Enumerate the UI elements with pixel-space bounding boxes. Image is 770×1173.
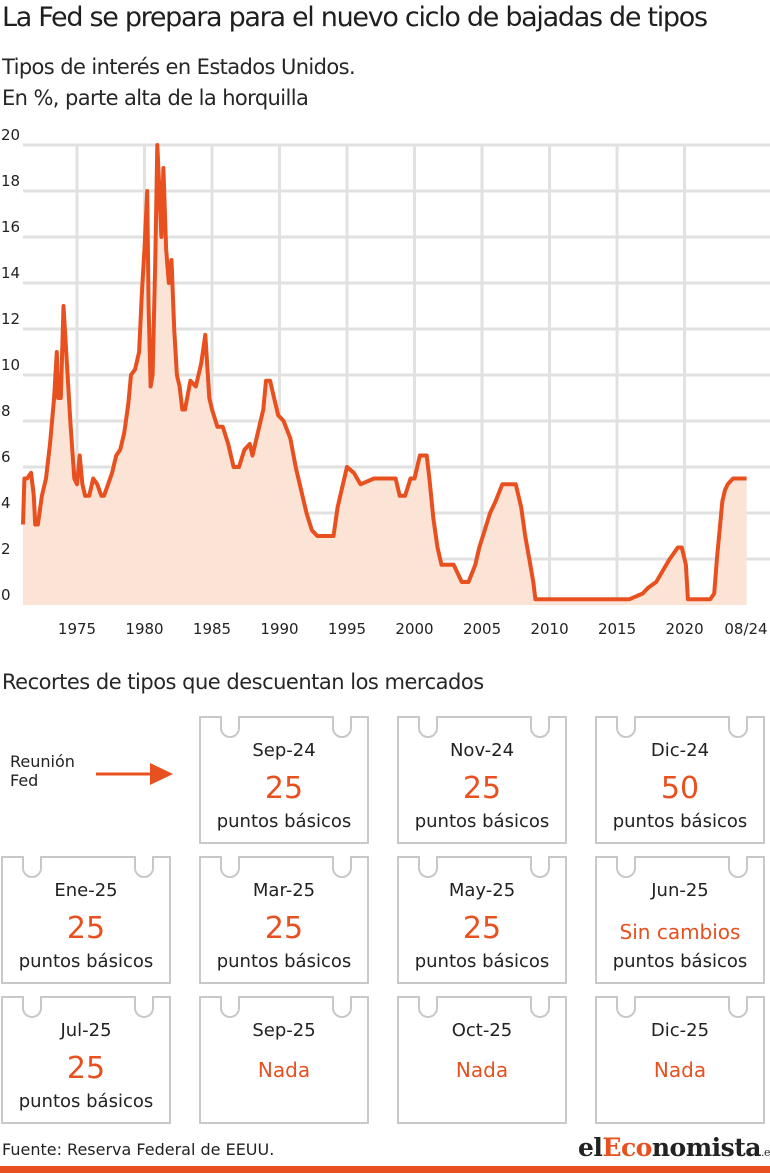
calendar-card: Dic-24 50 puntos básicos: [595, 716, 765, 844]
card-value: Nada: [653, 1058, 707, 1082]
y-tick-label: 6: [1, 448, 11, 466]
x-tick-label: 2010: [530, 620, 568, 638]
calendar-card: Ene-25 25 puntos básicos: [1, 856, 171, 984]
bottom-accent-bar: [0, 1166, 770, 1173]
rate-line: [21, 143, 747, 602]
y-tick-label: 8: [1, 402, 11, 420]
logo-part-tld: .es: [760, 1146, 770, 1159]
card-value: 25: [66, 1051, 106, 1086]
card-unit: puntos básicos: [216, 951, 352, 972]
card-month: Sep-24: [252, 740, 316, 761]
source-note: Fuente: Reserva Federal de EEUU.: [2, 1140, 275, 1159]
legend-label-line2: Fed: [10, 771, 39, 790]
rate-area: [23, 145, 747, 605]
card-value: 25: [264, 771, 304, 806]
y-tick-label: 18: [1, 172, 20, 190]
card-month: Jul-25: [60, 1020, 112, 1041]
card-value: Nada: [455, 1058, 509, 1082]
card-unit: puntos básicos: [414, 951, 550, 972]
section-title: Recortes de tipos que descuentan los mer…: [2, 670, 484, 694]
card-unit: puntos básicos: [216, 811, 352, 832]
calendar-card: May-25 25 puntos básicos: [397, 856, 567, 984]
calendar-card: Dic-25 Nada: [595, 996, 765, 1124]
card-month: Oct-25: [451, 1020, 513, 1041]
logo-part-nomista: nomista: [651, 1133, 762, 1162]
y-tick-label: 4: [1, 494, 11, 512]
logo-part-eco: Eco: [602, 1133, 652, 1162]
card-value: 25: [66, 911, 106, 946]
card-value: 50: [660, 771, 700, 806]
card-month: Mar-25: [252, 880, 316, 901]
y-tick-label: 16: [1, 218, 20, 236]
x-tick-label: 2020: [665, 620, 703, 638]
card-value: Sin cambios: [619, 920, 741, 944]
chart-subtitle: Tipos de interés en Estados Unidos.: [2, 55, 356, 79]
page-title: La Fed se prepara para el nuevo ciclo de…: [2, 2, 708, 33]
calendar-card: Mar-25 25 puntos básicos: [199, 856, 369, 984]
calendar-card: Oct-25 Nada: [397, 996, 567, 1124]
card-value: 25: [264, 911, 304, 946]
card-unit: puntos básicos: [612, 951, 748, 972]
brand-logo: elEconomista.es: [578, 1133, 770, 1162]
card-month: Sep-25: [252, 1020, 316, 1041]
y-tick-label: 20: [1, 126, 20, 144]
y-tick-label: 2: [1, 540, 11, 558]
x-tick-label: 1995: [328, 620, 366, 638]
calendar-card: Sep-24 25 puntos básicos: [199, 716, 369, 844]
card-month: Dic-25: [650, 1020, 710, 1041]
card-unit: puntos básicos: [414, 811, 550, 832]
card-month: Nov-24: [449, 740, 515, 761]
arrow-right-icon: [96, 763, 173, 785]
calendar-card: Jun-25 Sin cambios puntos básicos: [595, 856, 765, 984]
x-tick-label: 1980: [125, 620, 163, 638]
card-month: Jun-25: [651, 880, 709, 901]
x-tick-label: 2015: [598, 620, 636, 638]
x-tick-label: 1985: [193, 620, 231, 638]
x-tick-label: 1975: [58, 620, 96, 638]
y-tick-label: 0: [1, 586, 11, 604]
x-tick-label: 2005: [463, 620, 501, 638]
card-month: Dic-24: [650, 740, 710, 761]
calendar-card: Jul-25 25 puntos básicos: [1, 996, 171, 1124]
calendar-card: Nov-24 25 puntos básicos: [397, 716, 567, 844]
card-month: Ene-25: [54, 880, 118, 901]
x-axis-ticks: 1975 1980 1985 1990 1995 2000 2005 2010 2015 2020…: [58, 620, 768, 638]
interest-rate-chart: 0 2 4 6 8 10 12 14 16 18 20 1975 1980 1985 1990 1995 20…: [1, 126, 770, 638]
card-value: 25: [462, 771, 502, 806]
card-unit: puntos básicos: [612, 811, 748, 832]
chart-unit-note: En %, parte alta de la horquilla: [2, 86, 309, 110]
y-axis-ticks: 0 2 4 6 8 10 12 14 16 18 20: [1, 126, 20, 604]
x-tick-label: 1990: [260, 620, 298, 638]
y-tick-label: 14: [1, 264, 20, 282]
card-value: 25: [462, 911, 502, 946]
card-unit: puntos básicos: [18, 1091, 154, 1112]
calendar-card: Sep-25 Nada: [199, 996, 369, 1124]
y-tick-label: 10: [1, 356, 20, 374]
x-tick-label: 2000: [395, 620, 433, 638]
logo-part-el: el: [578, 1133, 603, 1162]
legend-reunion-fed: Reunión Fed: [10, 752, 75, 790]
card-unit: puntos básicos: [18, 951, 154, 972]
card-value: Nada: [257, 1058, 311, 1082]
card-month: May-25: [448, 880, 516, 901]
x-tick-label: 08/24: [724, 620, 767, 638]
legend-label-line1: Reunión: [10, 752, 75, 771]
y-tick-label: 12: [1, 310, 20, 328]
